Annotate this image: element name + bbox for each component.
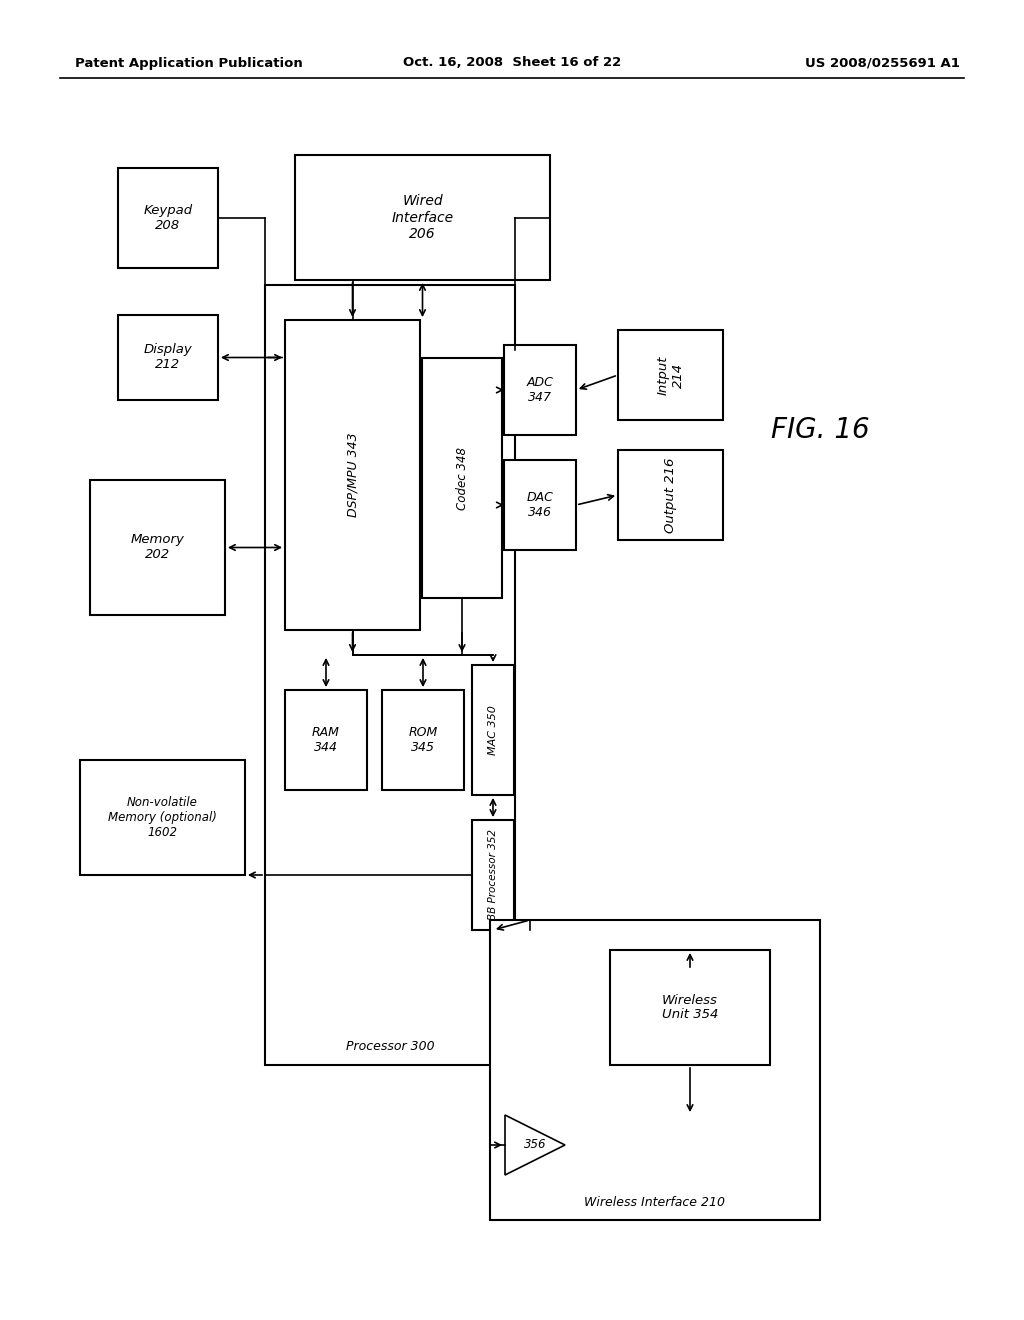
Text: RAM
344: RAM 344 xyxy=(312,726,340,754)
Bar xyxy=(504,459,575,550)
Bar xyxy=(265,285,515,1065)
Text: ADC
347: ADC 347 xyxy=(526,376,553,404)
Text: Codec 348: Codec 348 xyxy=(456,446,469,510)
Text: FIG. 16: FIG. 16 xyxy=(771,416,869,444)
Bar xyxy=(285,319,420,630)
Text: Display
212: Display 212 xyxy=(143,343,193,371)
Text: Processor 300: Processor 300 xyxy=(346,1040,434,1053)
Text: BB Processor 352: BB Processor 352 xyxy=(488,829,498,920)
Text: Intput
214: Intput 214 xyxy=(656,355,684,395)
Text: DSP/MPU 343: DSP/MPU 343 xyxy=(346,433,359,517)
Text: DAC
346: DAC 346 xyxy=(526,491,553,519)
Text: Wireless
Unit 354: Wireless Unit 354 xyxy=(662,994,718,1022)
Text: ROM
345: ROM 345 xyxy=(409,726,437,754)
Bar xyxy=(472,820,514,931)
Text: Output 216: Output 216 xyxy=(664,457,677,533)
Bar xyxy=(422,358,502,598)
Bar xyxy=(80,760,245,875)
Bar xyxy=(118,168,218,268)
Bar xyxy=(382,690,464,789)
Bar xyxy=(618,330,723,420)
Bar xyxy=(610,950,770,1065)
Text: Oct. 16, 2008  Sheet 16 of 22: Oct. 16, 2008 Sheet 16 of 22 xyxy=(402,57,622,70)
Text: Wired
Interface
206: Wired Interface 206 xyxy=(391,194,454,240)
Bar xyxy=(285,690,367,789)
Bar xyxy=(472,665,514,795)
Text: Keypad
208: Keypad 208 xyxy=(143,205,193,232)
Bar xyxy=(490,920,820,1220)
Bar xyxy=(295,154,550,280)
Text: Memory
202: Memory 202 xyxy=(131,533,184,561)
Text: US 2008/0255691 A1: US 2008/0255691 A1 xyxy=(805,57,961,70)
Text: 356: 356 xyxy=(523,1138,546,1151)
Bar xyxy=(90,480,225,615)
Text: MAC 350: MAC 350 xyxy=(488,705,498,755)
Polygon shape xyxy=(505,1115,565,1175)
Text: Non-volatile
Memory (optional)
1602: Non-volatile Memory (optional) 1602 xyxy=(109,796,217,840)
Text: Wireless Interface 210: Wireless Interface 210 xyxy=(585,1196,725,1209)
Bar xyxy=(504,345,575,436)
Text: Patent Application Publication: Patent Application Publication xyxy=(75,57,303,70)
Bar xyxy=(618,450,723,540)
Bar xyxy=(118,315,218,400)
